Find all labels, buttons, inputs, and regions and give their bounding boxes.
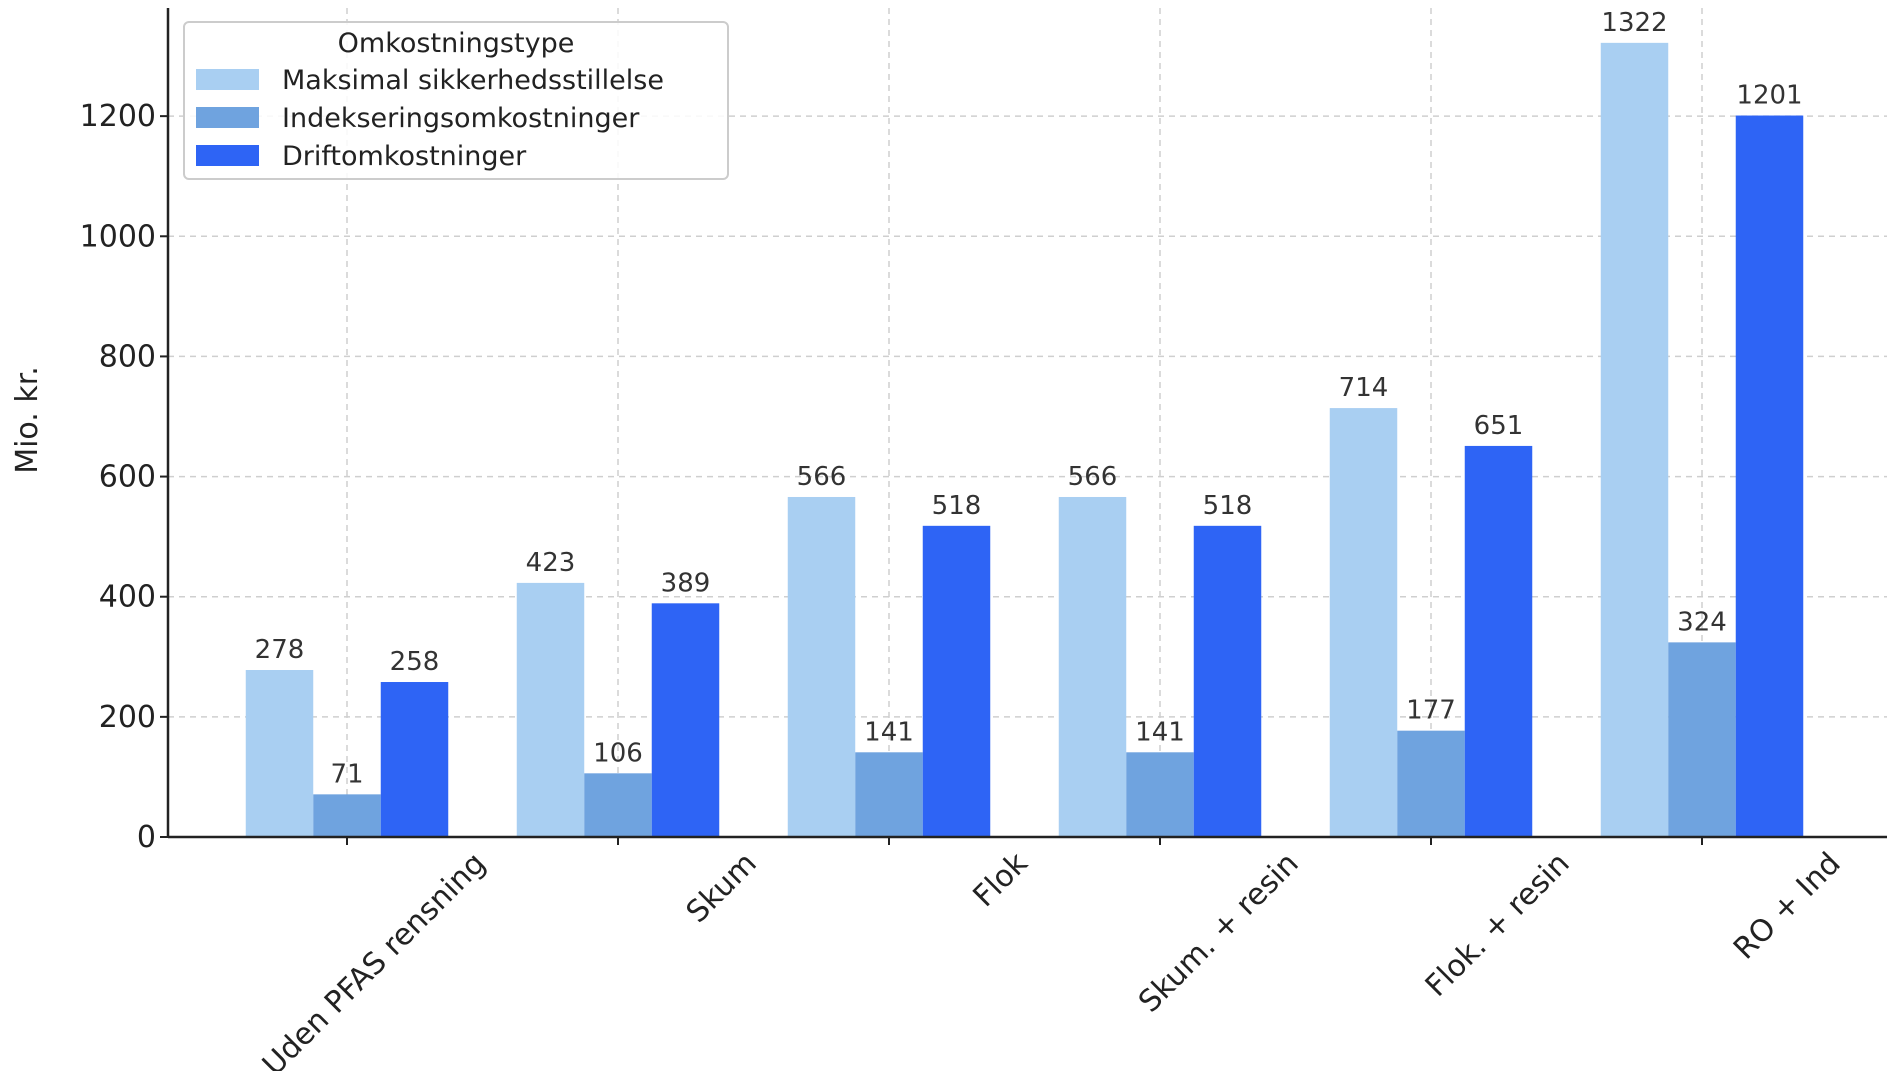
bars (245, 42, 1804, 837)
data-label: 389 (661, 568, 711, 598)
y-tick-label: 1000 (80, 219, 156, 254)
data-label: 518 (1203, 491, 1253, 521)
legend-frame (183, 21, 729, 180)
bar (1193, 525, 1262, 837)
data-label: 714 (1339, 373, 1389, 403)
y-tick-label: 400 (99, 580, 156, 615)
bar (787, 496, 856, 837)
data-label: 566 (797, 462, 847, 492)
legend-label: Driftomkostninger (282, 141, 527, 172)
bar (245, 669, 314, 837)
data-label: 1201 (1736, 81, 1802, 111)
data-label: 1322 (1601, 8, 1667, 38)
data-label: 71 (330, 759, 363, 789)
data-label: 423 (526, 548, 576, 578)
axes (166, 8, 1887, 839)
x-tick-label: Flok. + resin (1419, 846, 1577, 1004)
bar (1329, 408, 1398, 837)
legend-items: Maksimal sikkerhedsstillelse Indekserings… (196, 65, 664, 172)
data-label: 518 (932, 491, 982, 521)
x-tick-label: Skum. + resin (1132, 846, 1306, 1020)
bar (1735, 115, 1804, 837)
bar (1464, 445, 1533, 837)
bar (313, 794, 381, 837)
bar (922, 525, 991, 837)
x-axis-ticks: Uden PFAS rensning Skum Flok Skum. + resin F… (256, 837, 1848, 1071)
data-label: 278 (255, 635, 305, 665)
bar (1600, 42, 1669, 837)
data-label: 141 (864, 717, 914, 747)
x-tick-label: Skum (680, 846, 764, 930)
data-label: 324 (1677, 607, 1727, 637)
bar (651, 603, 720, 837)
y-axis-title: Mio. kr. (10, 366, 45, 474)
data-label: 177 (1406, 696, 1456, 726)
bar (380, 682, 449, 837)
data-label: 651 (1474, 411, 1524, 441)
bar (1058, 496, 1127, 837)
bar (1668, 642, 1736, 837)
y-tick-label: 600 (99, 460, 156, 495)
bar (516, 582, 585, 837)
legend-title: Omkostningstype (338, 28, 575, 59)
y-axis-ticks: 0 200 400 600 800 1000 1200 (80, 99, 168, 855)
y-tick-label: 0 (137, 820, 156, 855)
y-tick-label: 1200 (80, 99, 156, 134)
x-tick-label: RO + Ind (1727, 846, 1848, 967)
x-tick-label: Flok (967, 845, 1036, 914)
data-label: 141 (1135, 717, 1185, 747)
x-tick-label: Uden PFAS rensning (256, 846, 493, 1071)
data-label: 258 (390, 647, 440, 677)
legend-swatch (196, 107, 259, 128)
legend-label: Maksimal sikkerhedsstillelse (282, 65, 664, 96)
y-tick-label: 200 (99, 700, 156, 735)
data-labels: 278 423 566 566 714 1322 71 106 141 141 177 324 258 3… (255, 8, 1803, 790)
bar (1397, 730, 1465, 837)
data-label: 106 (593, 738, 643, 768)
legend: Omkostningstype Maksimal sikkerhedsstill… (183, 21, 729, 180)
bar (855, 752, 923, 837)
data-label: 566 (1068, 462, 1118, 492)
legend-swatch (196, 145, 259, 166)
bar (1126, 752, 1194, 837)
legend-swatch (196, 69, 259, 90)
bar (584, 773, 652, 837)
legend-label: Indekseringsomkostninger (282, 103, 640, 134)
y-tick-label: 800 (99, 339, 156, 374)
